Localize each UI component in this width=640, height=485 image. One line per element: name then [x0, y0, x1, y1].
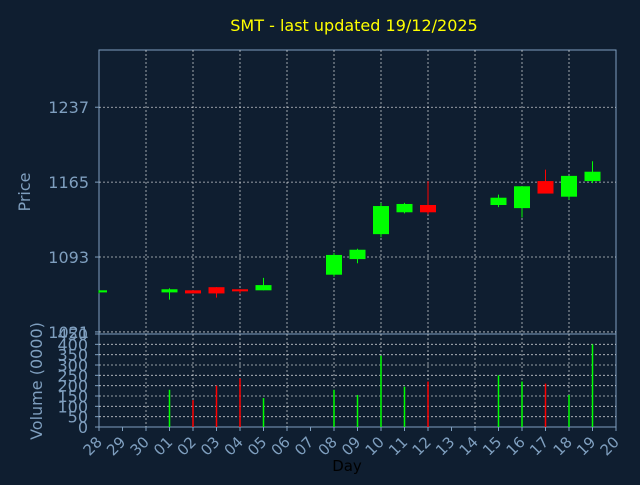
day-tick-label: 11	[385, 433, 411, 459]
volume-tick-label: 50	[68, 408, 88, 427]
volume-tick-label: 400	[57, 335, 88, 354]
volume-bar-08	[333, 389, 335, 427]
candle-04	[232, 289, 248, 294]
volume-bar-11	[403, 386, 406, 427]
candle-10	[373, 202, 389, 238]
volume-tick-label: 100	[57, 397, 88, 416]
volume-tick-label: 150	[57, 387, 88, 406]
price-axis-label: Price	[15, 172, 34, 211]
volume-bar-03	[215, 385, 218, 427]
day-tick-label: 28	[80, 433, 106, 459]
day-tick-label: 08	[315, 433, 341, 459]
candle-body	[561, 175, 577, 197]
day-tick-label: 10	[362, 433, 388, 459]
candle-02	[185, 290, 201, 294]
candle-body	[373, 206, 389, 235]
candle-body	[514, 186, 530, 209]
volume-tick-label: 300	[57, 356, 88, 375]
volume-tick-label: 200	[57, 377, 88, 396]
volume-bar-series	[168, 344, 594, 427]
chart-title: SMT - last updated 19/12/2025	[230, 16, 477, 35]
volume-tick-label: 0	[78, 418, 88, 437]
candle-body	[396, 203, 413, 213]
volume-bar-10	[380, 355, 382, 427]
candle-body	[185, 290, 201, 294]
candle-17	[537, 169, 554, 194]
candle-05	[255, 277, 272, 291]
candle-03	[208, 287, 225, 298]
candle-body	[208, 287, 225, 294]
candlestick-series	[98, 161, 601, 300]
candle-body	[420, 205, 436, 213]
day-tick-label: 09	[338, 433, 364, 459]
day-tick-label: 05	[244, 433, 270, 459]
volume-bar-19	[591, 344, 594, 427]
price-tick-label: 1237	[48, 98, 89, 117]
day-tick-label: 14	[456, 433, 482, 459]
candle-body	[490, 197, 507, 206]
volume-tick-label: 350	[57, 346, 88, 365]
day-tick-label: 30	[127, 433, 153, 459]
day-tick-label: 16	[503, 433, 529, 459]
volume-bar-18	[568, 394, 570, 427]
price-y-ticks: 1021 1093 1165 1237	[48, 98, 99, 342]
volume-bar-12	[427, 381, 429, 427]
volume-bar-01	[168, 389, 171, 427]
candle-08	[326, 252, 342, 277]
candle-body	[255, 285, 272, 291]
day-tick-label: 29	[103, 433, 129, 459]
volume-axis-label: Volume (0000)	[27, 322, 46, 440]
volume-bar-17	[544, 383, 547, 427]
candle-01	[161, 288, 178, 300]
volume-bar-09	[356, 394, 359, 427]
day-tick-label: 18	[550, 433, 576, 459]
candle-19	[584, 161, 601, 184]
day-tick-label: 03	[197, 433, 223, 459]
candle-16	[514, 186, 530, 218]
day-x-ticks: 2829300102030405060708091011121314151617…	[80, 427, 623, 459]
day-tick-label: 13	[432, 433, 458, 459]
candle-body	[232, 289, 248, 292]
day-axis-label: Day	[332, 457, 362, 475]
volume-tick-label: 450	[57, 325, 88, 344]
price-tick-label: 1165	[48, 173, 89, 192]
volume-tick-label: 250	[57, 366, 88, 385]
day-tick-label: 15	[479, 433, 505, 459]
price-tick-label: 1021	[48, 323, 89, 342]
day-tick-label: 02	[174, 433, 200, 459]
candle-body	[161, 289, 178, 293]
day-tick-label: 06	[268, 433, 294, 459]
candle-body	[349, 249, 366, 260]
candle-15	[490, 194, 507, 208]
candle-body	[584, 171, 601, 182]
volume-bar-15	[497, 375, 500, 427]
candle-body	[99, 290, 107, 293]
volume-bar-16	[521, 381, 523, 427]
day-tick-label: 17	[526, 433, 552, 459]
day-tick-label: 04	[221, 433, 247, 459]
volume-bar-04	[239, 378, 241, 427]
volume-bar-05	[262, 398, 265, 427]
day-tick-label: 20	[597, 433, 623, 459]
price-tick-label: 1093	[48, 248, 89, 267]
volume-bar-02	[192, 400, 194, 427]
day-tick-label: 19	[573, 433, 599, 459]
price-panel: 1021 1093 1165 1237 Price	[15, 49, 617, 342]
candle-11	[396, 202, 413, 214]
day-tick-label: 01	[150, 433, 176, 459]
day-tick-label: 07	[291, 433, 317, 459]
candle-body	[326, 254, 342, 275]
candle-body	[537, 181, 554, 194]
candle-09	[349, 248, 366, 264]
candle-28	[98, 290, 107, 294]
candle-18	[561, 175, 577, 200]
candle-12	[420, 181, 436, 215]
day-tick-label: 12	[409, 433, 435, 459]
